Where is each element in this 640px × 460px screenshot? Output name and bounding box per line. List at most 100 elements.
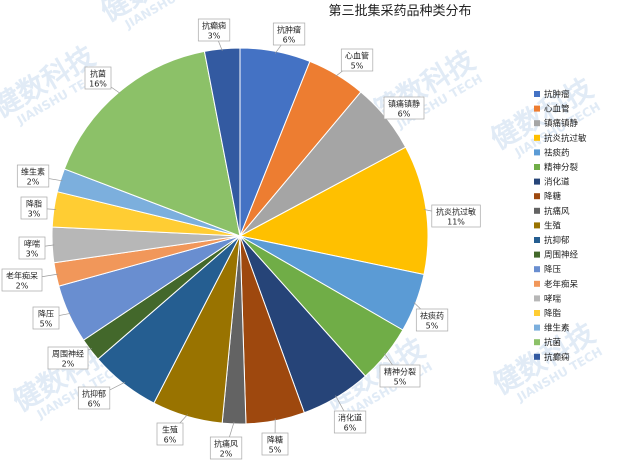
slice-label-value: 6%: [88, 400, 101, 409]
slice-label: 降糖5%: [261, 432, 289, 456]
legend-entry: 抗菌: [544, 337, 561, 348]
label-box: [415, 308, 449, 332]
legend-swatch: [534, 222, 540, 229]
legend-entry: 抗炎抗过敏: [544, 133, 587, 144]
legend-swatch: [534, 134, 540, 141]
label-box: [1, 268, 43, 292]
pie-slice: [238, 146, 429, 276]
label-box: [383, 96, 425, 120]
slice-label-name: 老年痴呆: [6, 271, 38, 281]
legend-swatch: [534, 120, 540, 127]
slice-label-value: 6%: [344, 424, 357, 433]
slice-label-value: 5%: [40, 320, 53, 329]
label-box: [32, 306, 60, 330]
slice-label-name: 精神分裂: [384, 367, 416, 377]
legend-swatch: [534, 266, 540, 273]
label-box: [156, 422, 184, 446]
slice-label-name: 抗癫痫: [202, 21, 226, 31]
legend-entry: 抗癫痫: [544, 352, 570, 363]
slice-label-value: 2%: [62, 360, 75, 369]
pie-slice: [63, 50, 241, 237]
legend-swatch: [534, 237, 540, 243]
slice-label-value: 5%: [269, 446, 282, 455]
slice-label: 降脂3%: [20, 196, 48, 220]
label-box: [47, 346, 89, 370]
slice-label-name: 抗痛风: [214, 439, 238, 449]
legend-entry: 哮喘: [544, 293, 562, 304]
legend-swatch: [534, 178, 540, 185]
label-box: [77, 386, 111, 410]
slice-label-name: 哮喘: [24, 239, 40, 249]
legend-entry: 周围神经: [544, 250, 579, 261]
legend-swatch: [534, 310, 540, 316]
legend-entry: 抗痛风: [544, 206, 570, 217]
slice-label-value: 6%: [283, 36, 296, 45]
slice-label-name: 镇痛镇静: [388, 99, 420, 109]
label-box: [431, 204, 481, 228]
slice-label-name: 生殖: [162, 425, 178, 435]
legend-swatch: [534, 251, 540, 258]
legend-swatch: [534, 280, 540, 287]
label-box: [84, 66, 112, 90]
slice-label-value: 2%: [16, 282, 29, 291]
slice-label-value: 5%: [394, 378, 407, 387]
slice-label-value: 3%: [26, 250, 39, 259]
legend-entry: 降糖: [544, 191, 562, 202]
pie-slice: [203, 47, 241, 237]
legend-entry: 心血管: [544, 104, 570, 115]
legend-entry: 抗肿瘤: [544, 89, 570, 100]
legend-swatch: [534, 105, 540, 112]
slice-label-value: 2%: [27, 178, 40, 187]
legend-swatch: [534, 324, 540, 331]
legend-entry: 降压: [544, 264, 562, 275]
legend-swatch: [534, 353, 540, 360]
slice-label: 哮喘3%: [18, 236, 46, 260]
legend-swatch: [534, 193, 540, 200]
slice-label-name: 降脂: [26, 199, 42, 209]
legend-entry: 消化道: [544, 177, 570, 188]
legend-swatch: [534, 339, 540, 346]
label-box: [197, 18, 231, 42]
slice-label-value: 16%: [89, 80, 107, 89]
legend-swatch: [534, 164, 540, 170]
label-box: [340, 48, 374, 72]
legend-entry: 镇痛镇静: [544, 118, 579, 129]
slice-label-value: 11%: [447, 218, 465, 227]
label-box: [333, 410, 367, 434]
legend-entry: 祛痰药: [544, 147, 570, 158]
slice-label-name: 消化道: [338, 413, 362, 423]
slice-label: 生殖6%: [156, 422, 184, 446]
legend: 抗肿瘤心血管镇痛镇静抗炎抗过敏祛痰药精神分裂消化道降糖抗痛风生殖抗抑郁周围神经降…: [534, 89, 587, 363]
label-box: [261, 432, 289, 456]
legend-entry: 维生素: [544, 323, 570, 334]
slice-label-name: 维生素: [21, 167, 45, 177]
label-box: [379, 364, 421, 388]
slice-label-name: 心血管: [345, 51, 369, 61]
legend-entry: 抗抑郁: [544, 235, 570, 246]
label-box: [209, 436, 243, 460]
slice-label: 降压5%: [32, 306, 60, 330]
slice-label-value: 3%: [208, 32, 221, 41]
pie-slices: [51, 47, 429, 425]
label-box: [16, 164, 50, 188]
legend-swatch: [534, 207, 540, 214]
slice-label-value: 5%: [351, 62, 364, 71]
slice-label-name: 降糖: [267, 435, 283, 445]
legend-swatch: [534, 91, 540, 97]
slice-label-name: 抗菌: [90, 69, 106, 79]
label-box: [20, 196, 48, 220]
legend-entry: 降脂: [544, 308, 562, 319]
